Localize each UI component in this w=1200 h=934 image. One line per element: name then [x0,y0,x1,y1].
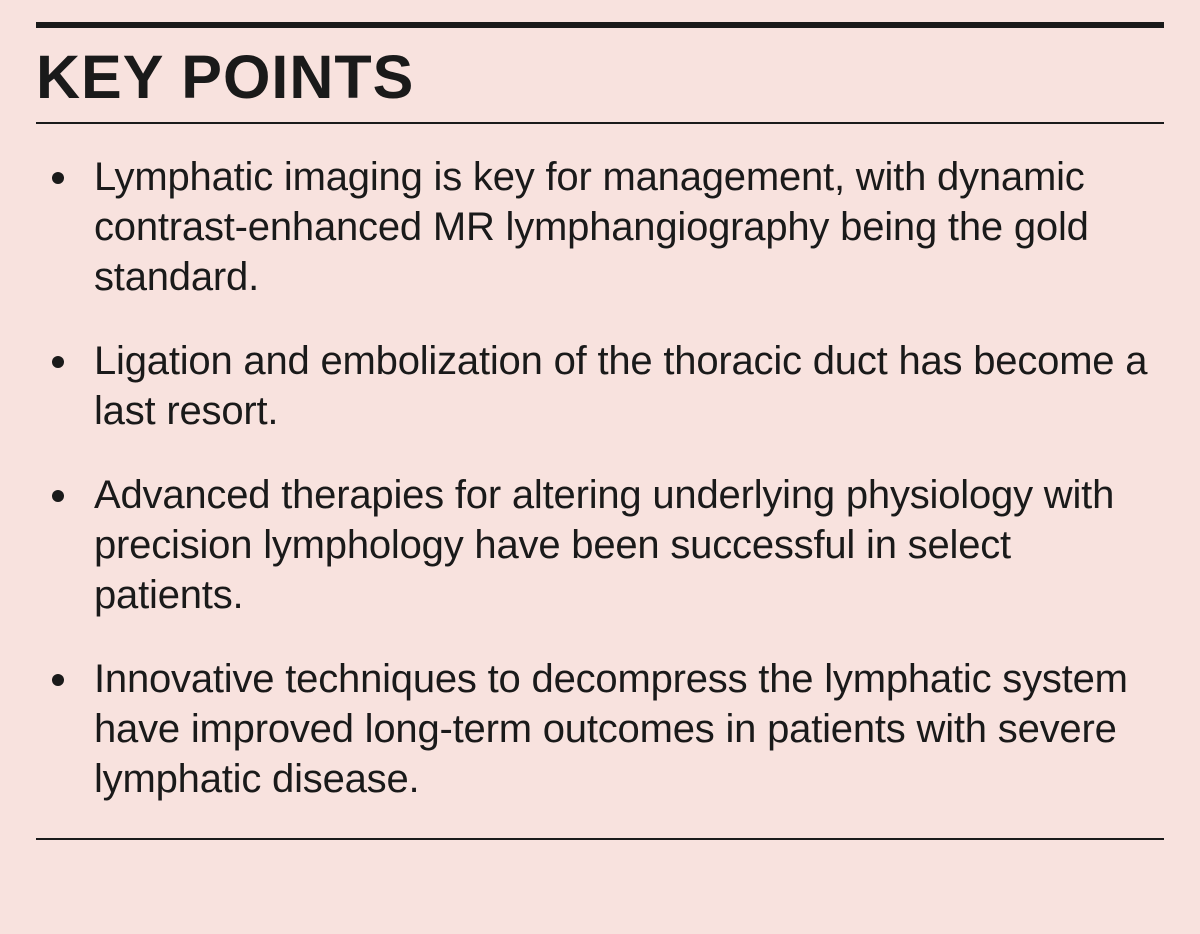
key-point: Advanced therapies for altering underlyi… [36,470,1164,620]
box-title: KEY POINTS [36,42,1164,112]
key-points-box: KEY POINTS Lymphatic imaging is key for … [0,0,1200,876]
key-point: Ligation and embolization of the thoraci… [36,336,1164,436]
bottom-rule [36,838,1164,840]
key-point: Lymphatic imaging is key for management,… [36,152,1164,302]
key-point: Innovative techniques to decompress the … [36,654,1164,804]
title-rule [36,122,1164,124]
top-rule [36,22,1164,28]
points-list: Lymphatic imaging is key for management,… [36,152,1164,804]
